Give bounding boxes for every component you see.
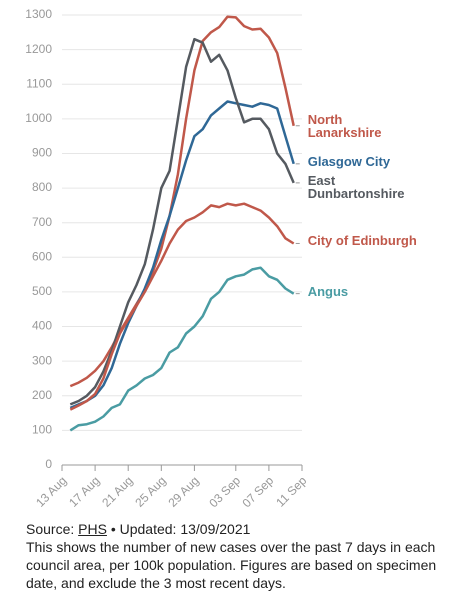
x-tick-label: 29 Aug — [165, 473, 201, 509]
x-tick-label: 11 Sep — [273, 473, 309, 509]
y-tick-label: 1300 — [25, 7, 52, 21]
y-tick-label: 200 — [32, 388, 52, 402]
y-tick-label: 500 — [32, 284, 52, 298]
series-line — [69, 37, 295, 406]
source-label: Source: — [26, 521, 75, 537]
x-tick-label: 07 Sep — [239, 473, 276, 510]
y-tick-label: 800 — [32, 180, 52, 194]
series-line — [69, 202, 295, 411]
y-tick-label: 0 — [45, 457, 52, 471]
y-tick-label: 400 — [32, 319, 52, 333]
updated: • Updated: 13/09/2021 — [110, 521, 251, 537]
source-link[interactable]: PHS — [78, 521, 107, 537]
x-tick-label: 25 Aug — [132, 473, 168, 509]
footer: Source: PHS • Updated: 13/09/2021 This s… — [26, 520, 446, 592]
y-tick-label: 100 — [32, 423, 52, 437]
y-tick-label: 700 — [32, 215, 52, 229]
y-tick-label: 300 — [32, 353, 52, 367]
y-tick-label: 600 — [32, 249, 52, 263]
note: This shows the number of new cases over … — [26, 539, 437, 591]
x-tick-label: 17 Aug — [66, 473, 102, 509]
y-tick-label: 1100 — [26, 76, 52, 90]
series-label: North Lanarkshire — [307, 111, 382, 140]
series-label: Glasgow City — [307, 153, 391, 169]
y-tick-label: 900 — [32, 146, 52, 160]
y-tick-label: 1000 — [25, 111, 52, 125]
series-label: Angus — [307, 283, 349, 299]
series-label: City of Edinburgh — [307, 233, 417, 249]
series-line — [69, 15, 295, 388]
x-tick-label: 13 Aug — [33, 473, 69, 509]
x-tick-label: 03 Sep — [206, 473, 243, 510]
series-line — [69, 266, 295, 432]
y-tick-label: 1200 — [25, 42, 52, 56]
x-tick-label: 21 Aug — [99, 473, 135, 509]
series-line — [69, 100, 295, 410]
chart: 0 100 200 300 400 500 600 700 800 900 1000 1100 1200… — [25, 7, 309, 510]
series-label: East Dunbartonshire — [307, 172, 405, 201]
